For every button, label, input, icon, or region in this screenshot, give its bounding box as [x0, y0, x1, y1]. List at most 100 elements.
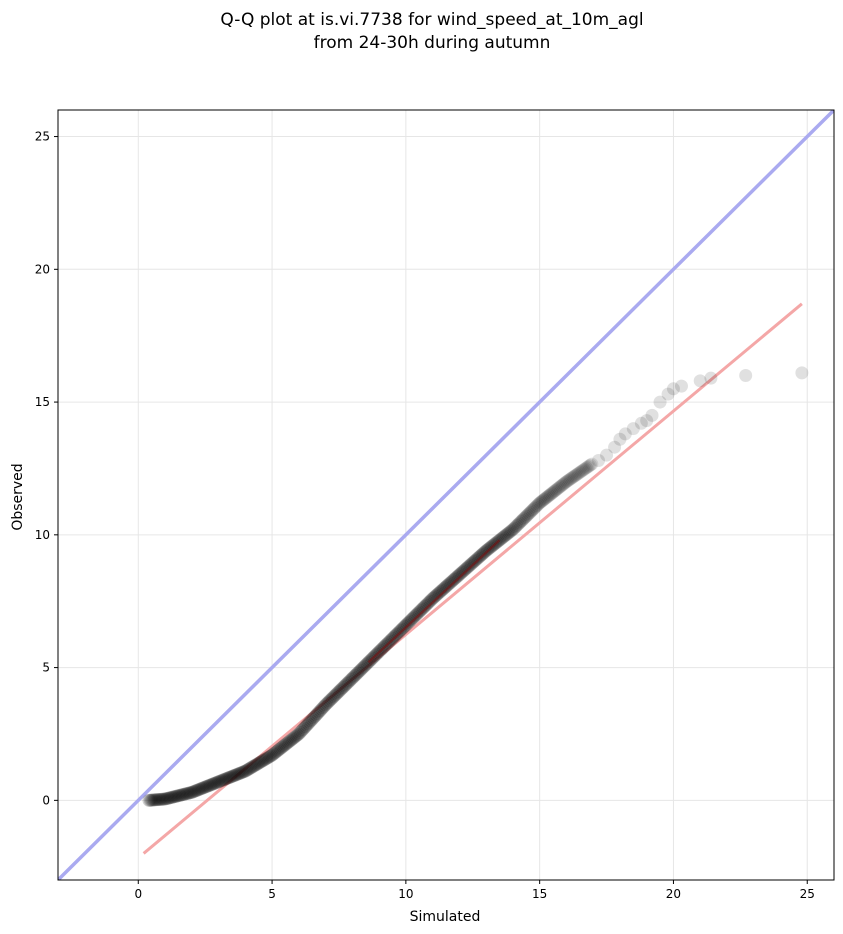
- quantile-point: [175, 788, 189, 802]
- quantile-point: [229, 768, 243, 782]
- quantile-point: [220, 772, 234, 786]
- quantile-point: [484, 540, 498, 554]
- quantile-point: [493, 533, 507, 547]
- quantile-point: [571, 466, 585, 480]
- quantile-point: [443, 576, 457, 590]
- quantile-point: [167, 790, 181, 804]
- quantile-point: [480, 543, 494, 557]
- quantile-point: [256, 754, 270, 768]
- tail-point: [626, 422, 640, 436]
- quantile-point: [212, 775, 226, 789]
- quantile-point: [236, 765, 250, 779]
- quantile-point: [195, 781, 209, 795]
- quantile-point: [240, 763, 254, 777]
- quantile-point: [503, 525, 517, 539]
- quantile-point: [297, 721, 311, 735]
- quantile-point: [339, 678, 353, 692]
- quantile-point: [301, 717, 315, 731]
- quantile-point: [365, 651, 379, 665]
- quantile-point: [242, 762, 256, 776]
- quantile-point: [150, 793, 164, 807]
- quantile-point: [217, 773, 231, 787]
- quantile-point: [266, 747, 280, 761]
- quantile-point: [213, 774, 227, 788]
- quantile-point: [506, 523, 520, 537]
- quantile-point: [245, 760, 259, 774]
- quantile-point: [214, 774, 228, 788]
- quantile-point: [317, 699, 331, 713]
- quantile-point: [497, 530, 511, 544]
- quantile-point: [559, 475, 573, 489]
- quantile-point: [272, 743, 286, 757]
- quantile-point: [416, 601, 430, 615]
- quantile-point: [171, 789, 185, 803]
- quantile-point: [201, 779, 215, 793]
- quantile-point: [348, 669, 362, 683]
- quantile-point: [446, 574, 460, 588]
- tail-point: [613, 432, 627, 446]
- quantile-point: [186, 785, 200, 799]
- quantile-point: [244, 761, 258, 775]
- quantile-point: [404, 613, 418, 627]
- quantile-point: [468, 553, 482, 567]
- y-tick-label: 0: [42, 793, 50, 807]
- quantile-point: [575, 464, 589, 478]
- quantile-point: [383, 634, 397, 648]
- quantile-point: [290, 728, 304, 742]
- quantile-point: [360, 657, 374, 671]
- quantile-point: [470, 552, 484, 566]
- quantile-point: [583, 458, 597, 472]
- quantile-point: [537, 493, 551, 507]
- quantile-point: [289, 729, 303, 743]
- quantile-point: [329, 687, 343, 701]
- quantile-point: [411, 606, 425, 620]
- quantile-point: [230, 767, 244, 781]
- quantile-point: [525, 504, 539, 518]
- tail-point: [795, 366, 809, 380]
- quantile-point: [293, 726, 307, 740]
- quantile-point: [200, 780, 214, 794]
- quantile-point: [534, 495, 548, 509]
- quantile-point: [432, 586, 446, 600]
- quantile-point: [174, 788, 188, 802]
- quantile-point: [400, 617, 414, 631]
- quantile-points: [142, 366, 809, 807]
- quantile-point: [549, 483, 563, 497]
- quantile-point: [410, 607, 424, 621]
- x-tick-label: 20: [666, 887, 681, 901]
- quantile-point: [162, 791, 176, 805]
- quantile-point: [248, 759, 262, 773]
- quantile-point: [521, 508, 535, 522]
- quantile-point: [519, 509, 533, 523]
- quantile-point: [387, 630, 401, 644]
- quantile-point: [254, 755, 268, 769]
- quantile-point: [375, 642, 389, 656]
- quantile-point: [264, 749, 278, 763]
- quantile-point: [380, 637, 394, 651]
- quantile-point: [249, 758, 263, 772]
- quantile-point: [547, 484, 561, 498]
- tail-point: [600, 448, 614, 462]
- quantile-point: [154, 792, 168, 806]
- quantile-point: [455, 565, 469, 579]
- quantile-point: [222, 771, 236, 785]
- quantile-point: [379, 638, 393, 652]
- x-tick-label: 25: [800, 887, 815, 901]
- quantile-point: [526, 503, 540, 517]
- quantile-point: [558, 476, 572, 490]
- quantile-point: [447, 572, 461, 586]
- quantile-point: [567, 469, 581, 483]
- tail-point: [704, 371, 718, 385]
- quantile-point: [412, 605, 426, 619]
- quantile-point: [518, 511, 532, 525]
- quantile-point: [582, 459, 596, 473]
- y-tick-label: 10: [35, 528, 50, 542]
- quantile-point: [562, 473, 576, 487]
- quantile-point: [459, 562, 473, 576]
- quantile-point: [257, 753, 271, 767]
- quantile-point: [323, 694, 337, 708]
- quantile-point: [474, 549, 488, 563]
- quantile-point: [335, 682, 349, 696]
- quantile-point: [440, 578, 454, 592]
- quantile-point: [282, 734, 296, 748]
